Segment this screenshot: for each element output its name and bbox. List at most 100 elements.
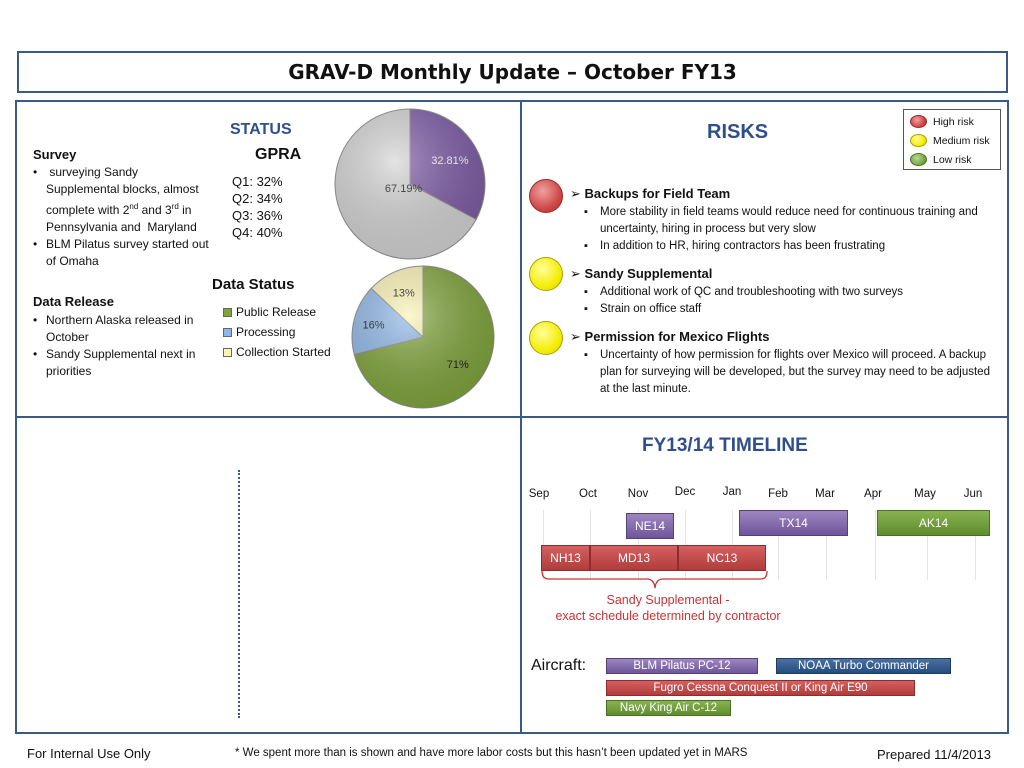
timeline-panel bbox=[520, 416, 1009, 734]
dotted-divider bbox=[238, 470, 240, 718]
arrow-bullet-icon: ➢ bbox=[570, 186, 581, 201]
legend-swatch bbox=[223, 327, 232, 337]
medium-risk-dot bbox=[910, 134, 927, 147]
risk-bullet: In addition to HR, hiring contractors ha… bbox=[582, 238, 995, 255]
timeline-bar-nh13: NH13 bbox=[541, 545, 590, 571]
survey-bullet-1-text: surveying Sandy Supplemental blocks, alm… bbox=[46, 165, 199, 234]
legend-public-release: Public Release bbox=[223, 305, 316, 319]
month-label: Jun bbox=[963, 488, 983, 500]
gpra-quarters: Q1: 32% Q2: 34% Q3: 36% Q4: 40% bbox=[232, 173, 283, 241]
risk-legend-medium: Medium risk bbox=[910, 134, 990, 147]
medium-risk-indicator bbox=[529, 257, 563, 291]
risks-heading: RISKS bbox=[707, 121, 769, 143]
risk-bullets: Additional work of QC and troubleshootin… bbox=[582, 284, 995, 318]
footer-note: * We spent more than is shown and have m… bbox=[235, 747, 748, 759]
risk-item-2: ➢ Sandy Supplemental Additional work of … bbox=[570, 266, 995, 318]
sandy-note-line-1: Sandy Supplemental - bbox=[606, 593, 730, 607]
month-label: Feb bbox=[768, 488, 788, 500]
month-label: Jan bbox=[722, 486, 742, 498]
risk-heading-text: Backups for Field Team bbox=[584, 186, 731, 201]
data-release-bullet-2: Sandy Supplemental next in priorities bbox=[33, 346, 213, 380]
risk-item-heading: ➢ Permission for Mexico Flights bbox=[570, 329, 995, 345]
data-status-pie-chart: 71%16%13% bbox=[351, 265, 495, 409]
risk-legend-high: High risk bbox=[910, 115, 974, 128]
sandy-note: Sandy Supplemental - exact schedule dete… bbox=[541, 592, 795, 624]
risk-legend-label: Low risk bbox=[933, 153, 972, 166]
risk-item-heading: ➢ Sandy Supplemental bbox=[570, 266, 995, 282]
legend-collection-started: Collection Started bbox=[223, 345, 331, 359]
data-release-heading: Data Release bbox=[33, 294, 114, 309]
risk-heading-text: Sandy Supplemental bbox=[584, 266, 713, 281]
gpra-q2: Q2: 34% bbox=[232, 191, 283, 206]
title-box: GRAV-D Monthly Update – October FY13 bbox=[17, 51, 1008, 93]
arrow-bullet-icon: ➢ bbox=[570, 329, 581, 344]
risk-bullet: Strain on office staff bbox=[582, 301, 995, 318]
gpra-pie-chart: 32.81%67.19% bbox=[334, 108, 486, 260]
sandy-brace bbox=[541, 570, 768, 589]
timeline-bar-ne14: NE14 bbox=[626, 513, 674, 539]
aircraft-label: Aircraft: bbox=[531, 657, 587, 674]
risk-legend-low: Low risk bbox=[910, 153, 972, 166]
risk-item-heading: ➢ Backups for Field Team bbox=[570, 186, 995, 202]
month-label: Apr bbox=[864, 488, 882, 500]
page-title: GRAV-D Monthly Update – October FY13 bbox=[288, 60, 737, 84]
risk-item-3: ➢ Permission for Mexico Flights Uncertai… bbox=[570, 329, 995, 398]
pie-shading bbox=[335, 109, 485, 259]
timeline-heading: FY13/14 TIMELINE bbox=[642, 435, 808, 456]
grid-line bbox=[875, 510, 876, 580]
risk-legend: High risk Medium risk Low risk bbox=[903, 109, 1001, 170]
timeline-bar-nc13: NC13 bbox=[678, 545, 766, 571]
gpra-heading: GPRA bbox=[255, 146, 302, 163]
data-release-bullet-1: Northern Alaska released in October bbox=[33, 312, 213, 346]
footer-prepared-date: Prepared 11/4/2013 bbox=[877, 747, 991, 762]
month-label: Dec bbox=[674, 486, 696, 498]
gpra-q1: Q1: 32% bbox=[232, 174, 283, 189]
high-risk-dot bbox=[910, 115, 927, 128]
legend-label: Public Release bbox=[236, 305, 317, 319]
pie-shading bbox=[352, 266, 494, 408]
grid-line bbox=[927, 510, 928, 580]
survey-heading: Survey bbox=[33, 147, 77, 162]
legend-swatch bbox=[223, 307, 232, 317]
data-release-bullets: Northern Alaska released in October Sand… bbox=[33, 312, 213, 380]
month-label: Nov bbox=[627, 488, 649, 500]
arrow-bullet-icon: ➢ bbox=[570, 266, 581, 281]
aircraft-fugro-cessna: Fugro Cessna Conquest II or King Air E90 bbox=[606, 680, 915, 696]
risk-bullets: More stability in field teams would redu… bbox=[582, 204, 995, 255]
gpra-q4: Q4: 40% bbox=[232, 225, 283, 240]
sandy-note-line-2: exact schedule determined by contractor bbox=[555, 609, 781, 623]
grid-line bbox=[826, 510, 827, 580]
risk-bullet: Uncertainty of how permission for flight… bbox=[582, 347, 995, 398]
risk-bullets: Uncertainty of how permission for flight… bbox=[582, 347, 995, 398]
month-label: May bbox=[914, 488, 936, 500]
low-risk-dot bbox=[910, 153, 927, 166]
survey-bullet-1: surveying Sandy Supplemental blocks, alm… bbox=[33, 164, 213, 236]
high-risk-indicator bbox=[529, 179, 563, 213]
month-label: Oct bbox=[579, 488, 597, 500]
timeline-bar-tx14: TX14 bbox=[739, 510, 848, 536]
medium-risk-indicator bbox=[529, 321, 563, 355]
footer-internal-use: For Internal Use Only bbox=[27, 746, 151, 761]
risk-bullet: More stability in field teams would redu… bbox=[582, 204, 995, 238]
risk-bullet: Additional work of QC and troubleshootin… bbox=[582, 284, 995, 301]
grid-line bbox=[975, 510, 976, 580]
risk-legend-label: Medium risk bbox=[933, 134, 990, 147]
gpra-q3: Q3: 36% bbox=[232, 208, 283, 223]
survey-bullet-2: BLM Pilatus survey started out of Omaha bbox=[33, 236, 213, 270]
aircraft-blm-pilatus: BLM Pilatus PC-12 bbox=[606, 658, 758, 674]
status-heading: STATUS bbox=[230, 121, 292, 138]
risk-item-1: ➢ Backups for Field Team More stability … bbox=[570, 186, 995, 255]
legend-swatch bbox=[223, 347, 232, 357]
legend-label: Processing bbox=[236, 325, 296, 339]
grid-line bbox=[778, 510, 779, 580]
data-status-heading: Data Status bbox=[212, 276, 295, 293]
survey-bullets: surveying Sandy Supplemental blocks, alm… bbox=[33, 164, 213, 270]
empty-panel bbox=[15, 416, 522, 734]
risk-legend-label: High risk bbox=[933, 115, 974, 128]
timeline-bar-md13: MD13 bbox=[590, 545, 678, 571]
timeline-bar-ak14: AK14 bbox=[877, 510, 990, 536]
legend-label: Collection Started bbox=[236, 345, 331, 359]
aircraft-navy-king-air: Navy King Air C-12 bbox=[606, 700, 731, 716]
risk-heading-text: Permission for Mexico Flights bbox=[584, 329, 770, 344]
legend-processing: Processing bbox=[223, 325, 295, 339]
